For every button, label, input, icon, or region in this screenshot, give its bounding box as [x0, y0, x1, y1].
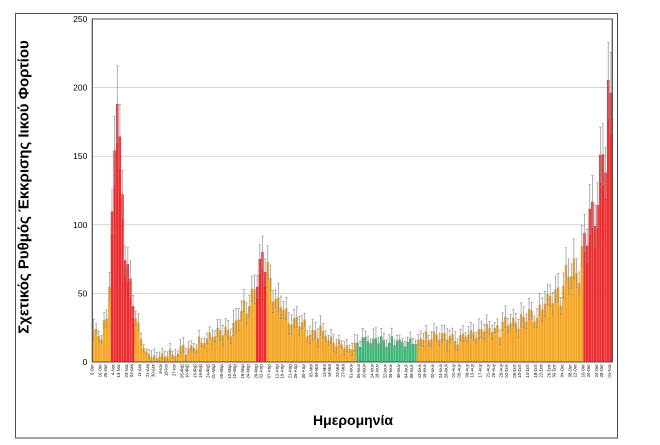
svg-text:15-Μαρ: 15-Μαρ [232, 364, 237, 379]
svg-text:50: 50 [78, 288, 88, 298]
svg-text:13-Μαϊ: 13-Μαϊ [322, 363, 327, 377]
svg-text:24-Ιουλ: 24-Ιουλ [438, 363, 443, 378]
svg-text:02-Απρ: 02-Απρ [259, 364, 264, 379]
svg-text:30-Ιουν: 30-Ιουν [396, 364, 401, 378]
svg-text:16-Ιουλ: 16-Ιουλ [422, 363, 427, 378]
svg-text:05-Αυγ: 05-Αυγ [457, 363, 462, 377]
svg-text:01-Μαρ: 01-Μαρ [211, 364, 216, 379]
svg-text:06-Σεπ: 06-Σεπ [512, 364, 517, 378]
svg-text:27-Ιαν: 27-Ιαν [171, 364, 176, 376]
svg-text:200: 200 [73, 83, 87, 93]
svg-text:07-Απρ: 07-Απρ [266, 364, 271, 379]
svg-text:30-Απρ: 30-Απρ [301, 364, 306, 379]
svg-text:21-Αυγ: 21-Αυγ [486, 363, 491, 377]
svg-text:23-Νοε: 23-Νοε [124, 364, 129, 377]
svg-text:23-Μαϊ: 23-Μαϊ [335, 363, 340, 377]
svg-text:150: 150 [73, 151, 87, 161]
svg-text:11-Δεκ: 11-Δεκ [137, 363, 142, 376]
svg-text:05-Μαρ: 05-Μαρ [219, 364, 224, 379]
svg-text:13-Αυγ: 13-Αυγ [470, 363, 475, 377]
svg-text:04-Ιουλ: 04-Ιουλ [404, 363, 409, 378]
svg-text:100: 100 [73, 220, 87, 230]
svg-text:19-Μαρ: 19-Μαρ [240, 364, 245, 379]
svg-text:21-Δεκ: 21-Δεκ [145, 363, 150, 377]
svg-text:28-Ιουλ: 28-Ιουλ [443, 363, 448, 378]
svg-text:0: 0 [83, 357, 88, 367]
svg-text:22-Ιουν: 22-Ιουν [383, 364, 388, 378]
svg-text:17-Αυγ: 17-Αυγ [478, 363, 483, 377]
svg-text:20-Ιουλ: 20-Ιουλ [430, 363, 435, 378]
svg-text:10-Σεπ: 10-Σεπ [517, 364, 522, 378]
svg-text:27-Μαϊ: 27-Μαϊ [340, 363, 345, 377]
svg-text:09-Αυγ: 09-Αυγ [464, 363, 469, 377]
svg-text:26-Σεπ: 26-Σεπ [546, 364, 551, 378]
svg-text:24-Οκτ: 24-Οκτ [594, 364, 599, 377]
svg-text:01-Νοε: 01-Νοε [607, 364, 612, 377]
svg-text:16-Οκτ: 16-Οκτ [581, 364, 586, 377]
svg-text:09-Μαϊ: 09-Μαϊ [314, 363, 319, 377]
svg-text:01-Ιουν: 01-Ιουν [348, 364, 353, 378]
svg-text:8-Ιαν: 8-Ιαν [158, 364, 163, 373]
svg-text:02-Δεκ: 02-Δεκ [129, 363, 134, 377]
svg-text:12-Απρ: 12-Απρ [274, 364, 279, 379]
svg-text:21-Απρ: 21-Απρ [288, 364, 293, 379]
svg-text:25-Αυγ: 25-Αυγ [491, 363, 496, 377]
svg-text:28-Οκτ: 28-Οκτ [599, 364, 604, 377]
svg-text:26-Απρ: 26-Απρ [293, 364, 298, 379]
svg-text:01-Αυγ: 01-Αυγ [451, 363, 456, 377]
svg-text:12-Οκτ: 12-Οκτ [573, 364, 578, 377]
svg-text:29-Αυγ: 29-Αυγ [499, 363, 504, 377]
svg-text:250: 250 [73, 14, 87, 24]
svg-text:18-Ιαν: 18-Ιαν [164, 364, 169, 376]
svg-text:30-Δεκ: 30-Δεκ [150, 363, 155, 377]
svg-text:10-Ιουν: 10-Ιουν [362, 364, 367, 378]
svg-text:08-Οκτ: 08-Οκτ [567, 364, 572, 377]
svg-text:10-Φεβ: 10-Φεβ [185, 364, 190, 378]
svg-text:14-Σεπ: 14-Σεπ [525, 364, 530, 378]
svg-text:4-Νοε: 4-Νοε [111, 364, 116, 375]
svg-text:13-Νοε: 13-Νοε [116, 364, 121, 377]
svg-text:05-Φεβ: 05-Φεβ [179, 364, 184, 378]
svg-text:22-Σεπ: 22-Σεπ [538, 364, 543, 378]
svg-text:26-Οκτ: 26-Οκτ [103, 364, 108, 377]
svg-text:5-Οκτ: 5-Οκτ [90, 364, 95, 375]
svg-text:12-Ιουλ: 12-Ιουλ [417, 363, 422, 378]
svg-text:20-Οκτ: 20-Οκτ [586, 364, 591, 377]
svg-text:19-Φεβ: 19-Φεβ [198, 364, 203, 378]
svg-text:05-Μαϊ: 05-Μαϊ [309, 363, 314, 377]
svg-text:15-Φεβ: 15-Φεβ [193, 364, 198, 378]
svg-text:10-Μαρ: 10-Μαρ [227, 364, 232, 379]
svg-text:30-Σεπ: 30-Σεπ [552, 364, 557, 378]
svg-text:16-Απρ: 16-Απρ [280, 364, 285, 379]
svg-text:18-Μαϊ: 18-Μαϊ [327, 363, 332, 377]
svg-text:18-Ιουν: 18-Ιουν [375, 364, 380, 378]
svg-text:29-Μαρ: 29-Μαρ [253, 364, 258, 379]
svg-text:08-Ιουλ: 08-Ιουλ [409, 363, 414, 378]
svg-text:02-Σεπ: 02-Σεπ [504, 364, 509, 378]
svg-text:18-Σεπ: 18-Σεπ [533, 364, 538, 378]
svg-text:24-Μαρ: 24-Μαρ [245, 364, 250, 379]
svg-text:04-Οκτ: 04-Οκτ [559, 364, 564, 377]
svg-text:26-Ιουν: 26-Ιουν [388, 364, 393, 378]
svg-text:16-Οκτ: 16-Οκτ [98, 364, 103, 377]
svg-text:14-Ιουν: 14-Ιουν [369, 364, 374, 378]
svg-text:06-Ιουν: 06-Ιουν [356, 364, 361, 378]
svg-text:24-Φεβ: 24-Φεβ [206, 364, 211, 378]
